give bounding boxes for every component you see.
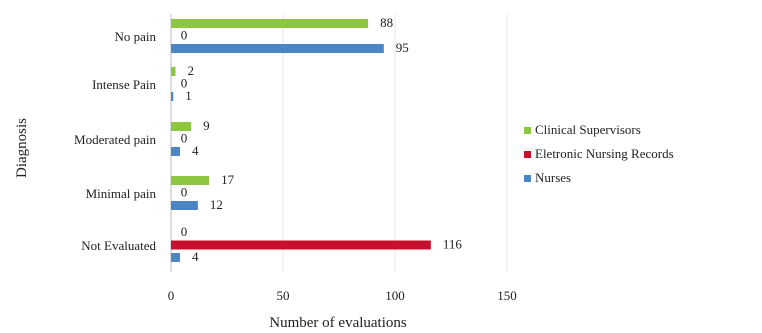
legend-label: Eletronic Nursing Records [535,146,674,161]
data-label: 88 [380,15,393,30]
legend-swatch [524,150,531,158]
data-label: 12 [210,197,223,212]
category-label: Not Evaluated [81,238,156,253]
legend-item: Eletronic Nursing Records [524,144,674,164]
bar [171,92,174,101]
category-label: Minimal pain [86,186,157,201]
bar [171,253,180,262]
legend-swatch [524,174,531,182]
category-label: Moderated pain [74,132,156,147]
data-label: 2 [187,63,194,78]
data-label: 0 [181,28,188,43]
legend-swatch [524,126,531,134]
y-axis-title: Diagnosis [14,118,30,178]
bar [171,44,384,53]
legend-item: Clinical Supervisors [524,120,674,140]
legend-label: Nurses [535,170,572,185]
legend: Clinical Supervisors Eletronic Nursing Re… [524,120,674,192]
x-tick-label: 150 [497,288,517,303]
category-labels: No pain Intense Pain Moderated pain Minimal… [74,29,156,253]
bar [171,122,192,131]
category-label: Intense Pain [92,77,156,92]
bar [171,19,369,28]
data-label: 4 [192,249,199,264]
bar [171,240,431,250]
category-label: No pain [114,29,156,44]
bar [171,147,180,156]
bar [171,201,198,210]
data-label: 0 [181,76,188,91]
x-tick-label: 100 [385,288,405,303]
x-tick-labels: 0 50 100 150 [168,288,517,303]
x-axis-title: Number of evaluations [269,315,407,331]
data-label: 0 [181,224,188,239]
gridlines [170,14,508,272]
legend-label: Clinical Supervisors [535,122,641,137]
data-label: 116 [443,237,463,252]
x-tick-label: 0 [168,288,175,303]
data-label: 0 [181,131,188,146]
data-label: 0 [181,185,188,200]
data-label: 4 [192,143,199,158]
data-label: 17 [221,172,235,187]
data-label: 95 [396,40,409,55]
data-label: 9 [203,118,210,133]
bar [171,176,210,185]
data-label: 1 [185,88,192,103]
bar [171,67,176,76]
bars [171,19,431,262]
legend-item: Nurses [524,168,674,188]
x-tick-label: 50 [277,288,290,303]
